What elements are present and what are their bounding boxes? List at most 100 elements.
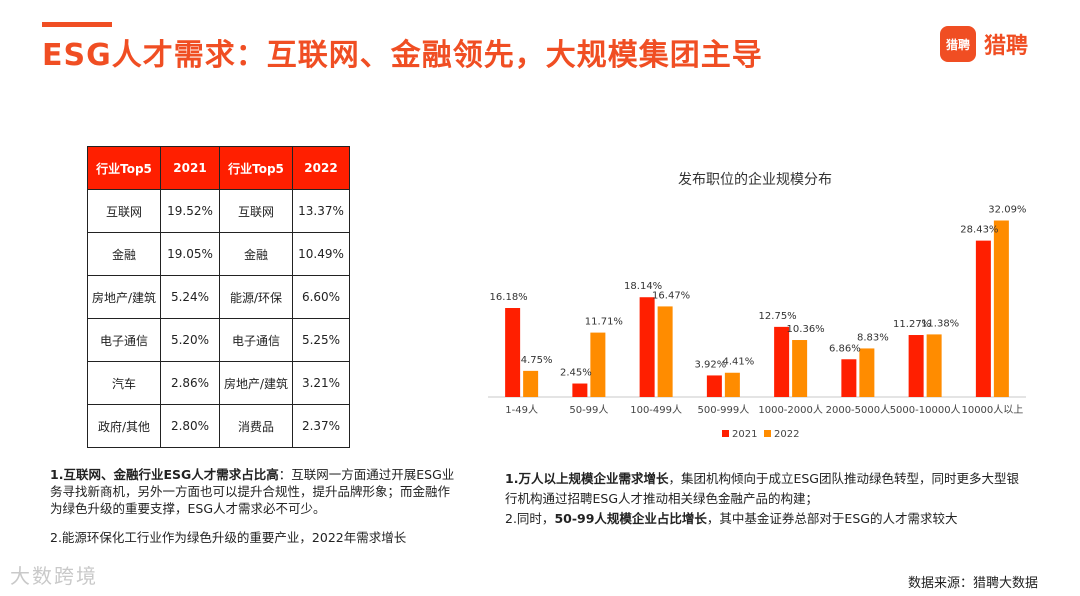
table-row: 互联网 19.52% 互联网 13.37% (87, 189, 350, 233)
bar-value-label: 16.18% (490, 292, 528, 303)
right-note-1-highlight: 1.万人以上规模企业需求增长 (505, 471, 669, 486)
bar-value-label: 3.92% (694, 359, 726, 370)
bar-2021-0 (505, 308, 521, 397)
table-cell: 互联网 (219, 189, 293, 233)
bar-2021-2 (639, 297, 655, 397)
table-cell: 金融 (219, 232, 293, 276)
table-cell: 10.49% (292, 232, 350, 276)
table-cell: 19.52% (160, 189, 220, 233)
left-note-1-text: ：互联网一方面通过开展ESG业务寻找新商机，另外一方面也可以提升合规性，提升品牌… (50, 467, 455, 516)
table-row: 金融 19.05% 金融 10.49% (87, 232, 350, 276)
bar-2022-3 (724, 372, 740, 397)
table-cell: 消费品 (219, 404, 293, 448)
table-cell: 房地产/建筑 (87, 275, 161, 319)
bar-group (505, 220, 1009, 397)
legend-label: 2021 (732, 429, 757, 440)
bar-value-label: 16.47% (652, 290, 690, 301)
brand-logo: 猎聘 猎聘 (940, 26, 1028, 62)
table-header-row: 行业Top5 2021 行业Top5 2022 (87, 146, 350, 190)
table-cell: 5.24% (160, 275, 220, 319)
table-cell: 5.20% (160, 318, 220, 362)
table-cell: 电子通信 (219, 318, 293, 362)
right-note-2-highlight: 50-99人规模企业占比增长 (554, 511, 707, 526)
right-note-2-text: ，其中基金证券总部对于ESG的人才需求较大 (706, 511, 958, 526)
x-tick-label: 1000-2000人 (758, 404, 823, 416)
legend-swatch (764, 430, 771, 437)
x-tick-label: 100-499人 (630, 404, 682, 416)
bar-2022-7 (993, 220, 1009, 397)
table-cell: 能源/环保 (219, 275, 293, 319)
bar-value-label: 6.86% (829, 343, 861, 354)
bar-2022-1 (590, 332, 606, 397)
bar-2022-6 (926, 334, 942, 397)
table-cell: 13.37% (292, 189, 350, 233)
x-tick-label: 1-49人 (505, 404, 538, 416)
table-row: 电子通信 5.20% 电子通信 5.25% (87, 318, 350, 362)
bar-value-label: 4.41% (722, 357, 754, 368)
table-cell: 2.86% (160, 361, 220, 405)
bar-value-label: 11.71% (585, 317, 623, 328)
x-tick-label: 50-99人 (569, 404, 608, 416)
bar-2021-7 (975, 240, 991, 397)
bar-value-label: 28.43% (960, 225, 998, 236)
bar-2022-0 (523, 370, 539, 397)
table-cell: 电子通信 (87, 318, 161, 362)
table-cell: 2.80% (160, 404, 220, 448)
x-tick-label: 2000-5000人 (826, 404, 891, 416)
bar-2021-3 (706, 375, 722, 397)
legend-swatch (722, 430, 729, 437)
bar-value-label: 8.83% (857, 332, 889, 343)
table-row: 房地产/建筑 5.24% 能源/环保 6.60% (87, 275, 350, 319)
x-tick-label: 10000人以上 (961, 404, 1023, 416)
industry-ranking-table: 行业Top5 2021 行业Top5 2022 互联网 19.52% 互联网 1… (87, 146, 350, 448)
table-cell: 政府/其他 (87, 404, 161, 448)
bar-value-label: 18.14% (624, 281, 662, 292)
bar-2022-2 (657, 306, 673, 397)
table-cell: 3.21% (292, 361, 350, 405)
table-row: 汽车 2.86% 房地产/建筑 3.21% (87, 361, 350, 405)
table-header: 行业Top5 (87, 146, 161, 190)
bar-value-label: 10.36% (787, 324, 825, 335)
table-cell: 19.05% (160, 232, 220, 276)
logo-text: 猎聘 (984, 34, 1029, 59)
right-note-paragraph-1: 1.万人以上规模企业需求增长，集团机构倾向于成立ESG团队推动绿色转型，同时更多… (505, 469, 1030, 509)
bar-2022-4 (792, 340, 808, 397)
bar-label-group: 16.18% 4.75% 2.45% 11.71% 18.14%16.47% 3.92%4… (490, 205, 1027, 379)
table-cell: 汽车 (87, 361, 161, 405)
right-note-1-text: ，集团机构倾向于成立ESG团队推动绿色转型，同时更多大型银行机构通过招聘ESG人… (505, 471, 1019, 506)
left-note-paragraph-1: 1.互联网、金融行业ESG人才需求占比高：互联网一方面通过开展ESG业务寻找新商… (50, 466, 460, 517)
watermark: 大数跨境 (10, 564, 98, 588)
bar-value-label: 32.09% (988, 205, 1026, 216)
bar-value-label: 11.27% (893, 319, 931, 330)
left-note-paragraph-2: 2.能源环保化工行业作为绿色升级的重要产业，2022年需求增长 (50, 530, 407, 545)
right-note-2-prefix: 2.同时， (505, 511, 555, 526)
table-header: 2021 (160, 146, 220, 190)
page-title: ESG人才需求：互联网、金融领先，大规模集团主导 (42, 38, 763, 73)
table-cell: 房地产/建筑 (219, 361, 293, 405)
data-source: 数据来源：猎聘大数据 (907, 576, 1038, 591)
table-header: 行业Top5 (219, 146, 293, 190)
table-cell: 互联网 (87, 189, 161, 233)
bar-value-label: 2.45% (560, 368, 592, 379)
bar-2021-1 (572, 383, 588, 397)
table-cell: 6.60% (292, 275, 350, 319)
chart-legend: 2021 2022 (722, 429, 799, 440)
bar-2022-5 (859, 348, 875, 397)
chart-title: 发布职位的企业规模分布 (678, 171, 832, 188)
table-cell: 2.37% (292, 404, 350, 448)
logo-mark: 猎聘 (940, 26, 976, 62)
x-tick-group: 1-49人 50-99人 100-499人 500-999人 1000-2000人 200… (505, 404, 1023, 416)
right-commentary: 1.万人以上规模企业需求增长，集团机构倾向于成立ESG团队推动绿色转型，同时更多… (505, 469, 1030, 529)
x-tick-label: 500-999人 (697, 404, 749, 416)
title-accent-bar (42, 22, 112, 27)
bar-2021-6 (908, 335, 924, 397)
bar-2021-5 (841, 359, 857, 397)
bar-value-label: 12.75% (759, 311, 797, 322)
table-header: 2022 (292, 146, 350, 190)
table-cell: 金融 (87, 232, 161, 276)
left-note-1-highlight: 1.互联网、金融行业ESG人才需求占比高 (50, 467, 279, 482)
legend-label: 2022 (774, 429, 799, 440)
table-row: 政府/其他 2.80% 消费品 2.37% (87, 404, 350, 448)
company-size-bar-chart: 发布职位的企业规模分布 16.18% 4.75% 2.45% 11.71% 18.14%… (488, 171, 1027, 440)
left-commentary: 1.互联网、金融行业ESG人才需求占比高：互联网一方面通过开展ESG业务寻找新商… (50, 466, 460, 558)
